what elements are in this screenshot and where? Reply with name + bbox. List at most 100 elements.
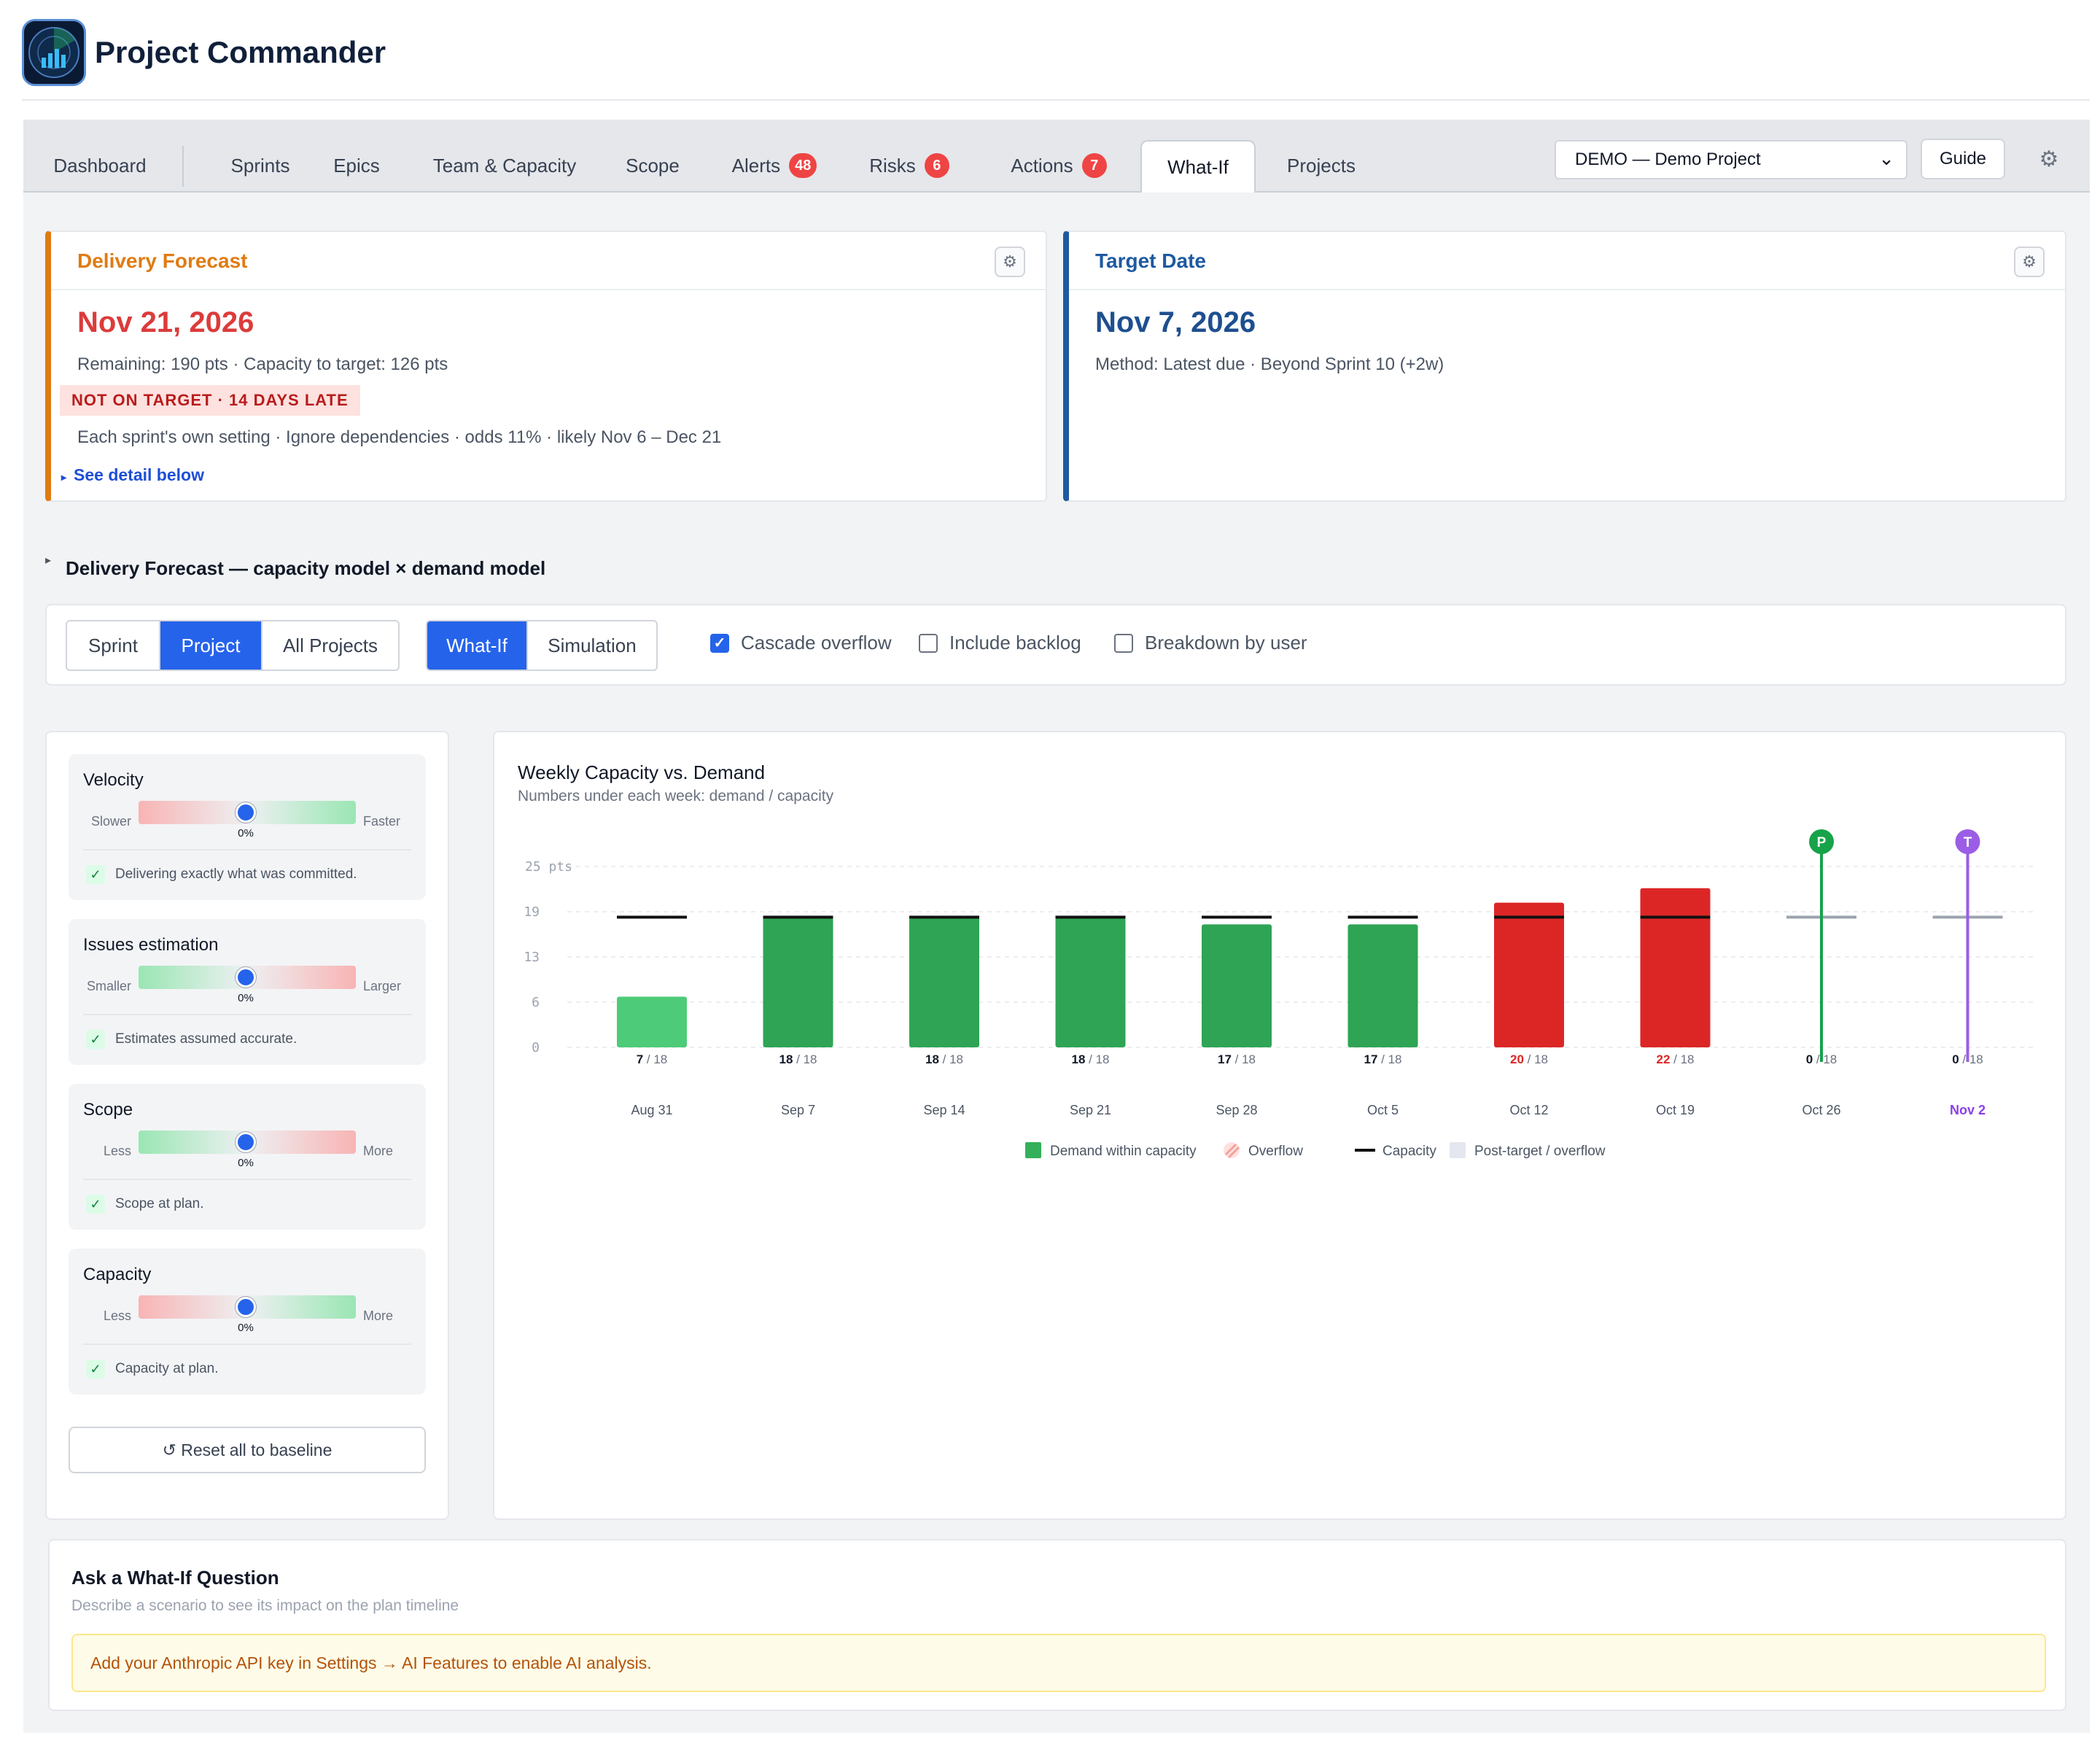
estimation-slider-thumb[interactable] [236,967,256,988]
demand-bar [1348,924,1418,1047]
chart-subtitle: Numbers under each week: demand / capaci… [518,788,834,804]
target-date-title: Target Date [1095,249,1206,272]
ask-subtitle: Describe a scenario to see its impact on… [71,1597,459,1614]
tab-projects[interactable]: Projects [1270,140,1372,191]
legend-label: Overflow [1248,1144,1303,1159]
y-tick-label: 13 [524,950,540,965]
legend-swatch [1025,1142,1041,1158]
target-date-card: Target Date ⚙ Nov 7, 2026 Method: Latest… [1063,230,2066,502]
caret-right-icon: ▸ [61,471,67,483]
tab-actions[interactable]: Actions 7 [1000,140,1117,191]
actions-count-badge: 7 [1081,153,1107,178]
demand-capacity-label: 17 / 18 [1364,1052,1401,1066]
target-date-value: Nov 7, 2026 [1095,306,1256,338]
tab-alerts[interactable]: Alerts 48 [716,140,833,191]
tab-sprints[interactable]: Sprints [220,140,300,191]
x-tick-label: Sep 7 [781,1103,815,1117]
divider [83,1179,411,1180]
tab-scope[interactable]: Scope [612,140,693,191]
scope-option-all-projects[interactable]: All Projects [282,634,378,656]
capacity-slider-thumb[interactable] [236,1297,256,1317]
velocity-slider-thumb[interactable] [236,802,256,823]
slider-value: 0% [238,992,254,1004]
tab-label: Scope [626,154,680,177]
slider-title: Capacity [83,1265,152,1284]
gear-icon[interactable]: ⚙ [995,247,1025,277]
tab-team-capacity[interactable]: Team & Capacity [417,140,592,191]
x-tick-label: Oct 12 [1509,1103,1548,1117]
demand-capacity-label: 18 / 18 [1071,1052,1109,1066]
tab-epics[interactable]: Epics [324,140,389,191]
velocity-slider-card: Velocity Slower Faster 0% ✓ Delivering e… [69,754,426,900]
tab-label: Projects [1287,154,1356,177]
scope-option-project[interactable]: Project [160,621,262,670]
legend-swatch-stripe [1227,1146,1240,1159]
app-header: Project Commander [22,19,2090,101]
y-tick-label: 25 pts [525,859,572,874]
demand-capacity-label: 18 / 18 [925,1052,963,1066]
caret-right-icon[interactable]: ▸ [45,554,52,567]
demand-capacity-label: 18 / 18 [779,1052,817,1066]
demand-capacity-label: 17 / 18 [1218,1052,1256,1066]
x-tick-label: Sep 21 [1070,1103,1111,1117]
risks-count-badge: 6 [924,153,949,178]
tab-label: Epics [333,154,380,177]
demand-bar [617,996,687,1047]
slider-min-label: Slower [90,814,131,829]
section-title[interactable]: Delivery Forecast — capacity model × dem… [66,557,546,579]
x-tick-label: Nov 2 [1950,1103,1986,1117]
card-header: Delivery Forecast ⚙ [51,232,1046,290]
target-method: Method: Latest due · Beyond Sprint 10 (+… [1095,354,1444,374]
y-tick-label: 6 [532,995,540,1010]
checkbox-label: Cascade overflow [741,632,892,654]
app-logo [22,19,86,86]
legend-label: Capacity [1382,1144,1436,1159]
mode-option-what-if[interactable]: What-If [427,621,528,670]
x-tick-label: Oct 26 [1802,1103,1840,1117]
slider-max-label: More [363,1308,394,1323]
guide-button[interactable]: Guide [1921,139,2005,179]
project-select[interactable]: DEMO — Demo Project ⌄ [1555,140,1908,179]
demand-capacity-label: 7 / 18 [637,1052,668,1066]
app-title: Project Commander [95,35,386,69]
divider [83,849,411,850]
demand-bar [1202,924,1272,1047]
slider-min-label: Smaller [86,979,131,993]
checkmark-icon: ✓ [86,865,105,884]
gear-icon[interactable]: ⚙ [2039,147,2059,171]
target-marker-label: P [1817,835,1827,850]
forecast-toolbar: Sprint Project All Projects What-If Simu… [45,604,2066,686]
legend-swatch [1450,1142,1466,1158]
demand-bar [1494,902,1564,1047]
scope-segmented-control: Sprint Project All Projects [66,620,400,671]
y-tick-label: 0 [532,1040,540,1055]
slider-max-label: Faster [363,814,401,829]
divider [83,1343,411,1345]
tab-label: Dashboard [53,154,147,177]
mode-option-simulation[interactable]: Simulation [548,634,637,656]
tab-dashboard[interactable]: Dashboard [45,140,155,191]
include-backlog-checkbox[interactable]: Include backlog [919,632,1081,654]
demand-capacity-label: 0 / 18 [1952,1052,1983,1066]
card-header: Target Date ⚙ [1069,232,2065,290]
tab-risks[interactable]: Risks 6 [862,140,957,191]
x-tick-label: Sep 28 [1216,1103,1257,1117]
x-tick-label: Aug 31 [631,1103,672,1117]
checkmark-icon: ✓ [86,1195,105,1214]
scope-option-sprint[interactable]: Sprint [67,621,160,670]
cascade-overflow-checkbox[interactable]: ✓ Cascade overflow [710,632,892,654]
reset-baseline-button[interactable]: ↺ Reset all to baseline [69,1427,426,1473]
gear-icon[interactable]: ⚙ [2014,247,2045,277]
slider-min-label: Less [103,1308,131,1323]
see-detail-link[interactable]: ▸ See detail below [61,465,204,485]
adjustment-sliders-panel: Velocity Slower Faster 0% ✓ Delivering e… [45,731,449,1520]
ask-title: Ask a What-If Question [71,1567,279,1589]
mode-segmented-control: What-If Simulation [426,620,658,671]
chart-title: Weekly Capacity vs. Demand [518,761,766,783]
divider [83,1014,411,1015]
tab-what-if[interactable]: What-If [1140,140,1256,193]
breakdown-by-user-checkbox[interactable]: Breakdown by user [1114,632,1307,654]
project-select-value: DEMO — Demo Project [1575,150,1761,169]
slider-title: Velocity [83,770,144,790]
scope-slider-thumb[interactable] [236,1132,256,1152]
